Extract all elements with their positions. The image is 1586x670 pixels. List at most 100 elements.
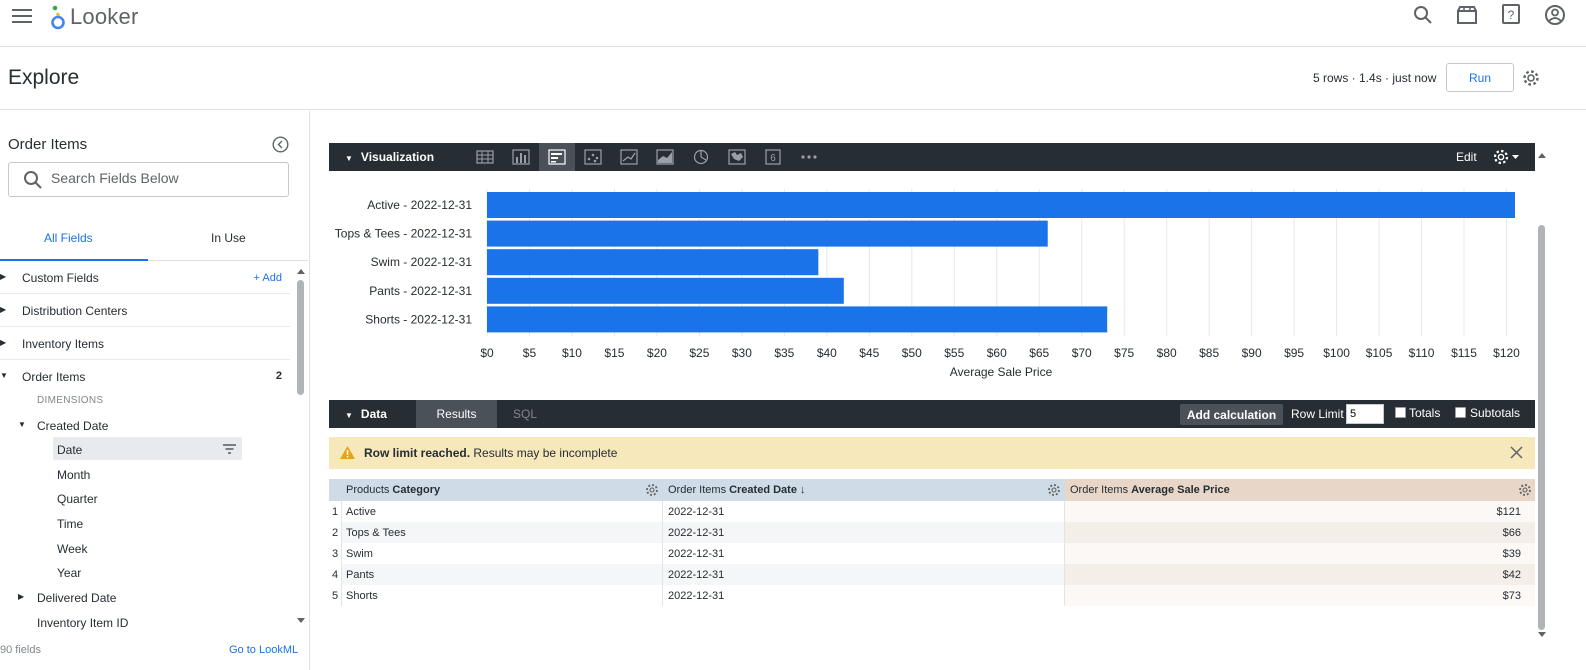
tab-results[interactable]: Results: [416, 400, 497, 428]
row-limit-input[interactable]: [1346, 404, 1384, 424]
column-gear-icon[interactable]: [1047, 483, 1061, 500]
field-time[interactable]: Time: [57, 517, 84, 531]
close-icon[interactable]: [1509, 445, 1524, 465]
field-quarter[interactable]: Quarter: [57, 492, 98, 506]
warning-message: Results may be incomplete: [470, 446, 618, 460]
column-header-category[interactable]: Products Category: [342, 479, 663, 501]
tab-sql[interactable]: SQL: [512, 407, 537, 421]
y-category-label: Tops & Tees - 2022-12-31: [335, 227, 473, 241]
search-icon[interactable]: [1412, 4, 1434, 26]
cell-price[interactable]: $73: [1065, 585, 1535, 606]
bar-chart-svg: $0 $5 $10 $15 $20 $25 $30 $35 $40 $45 $50 $55 $60 $65…: [335, 189, 1520, 379]
app-name: Looker: [70, 4, 139, 29]
column-header-created-date[interactable]: Order Items Created Date ↓: [663, 479, 1065, 501]
field-tabs: All Fields In Use: [0, 223, 308, 261]
cell-price[interactable]: $121: [1065, 501, 1535, 522]
cell-price[interactable]: $39: [1065, 543, 1535, 564]
account-icon[interactable]: [1544, 4, 1566, 26]
edit-visualization-button[interactable]: Edit: [1456, 150, 1477, 164]
tab-in-use[interactable]: In Use: [211, 231, 246, 245]
column-gear-icon[interactable]: [1518, 483, 1532, 500]
field-list-scrollbar[interactable]: [296, 266, 306, 626]
subtotals-checkbox[interactable]: [1455, 407, 1466, 418]
page-title: Explore: [8, 66, 80, 89]
cell-category[interactable]: Shorts: [342, 585, 663, 606]
run-button[interactable]: Run: [1446, 63, 1514, 92]
cell-date[interactable]: 2022-12-31: [663, 501, 1065, 522]
column-header-average-sale-price[interactable]: Order Items Average Sale Price: [1065, 479, 1535, 501]
cell-date[interactable]: 2022-12-31: [663, 543, 1065, 564]
menu-icon[interactable]: [12, 9, 32, 25]
cell-date[interactable]: 2022-12-31: [663, 522, 1065, 543]
marketplace-icon[interactable]: [1456, 4, 1478, 26]
group-inventory-items[interactable]: ▶ Inventory Items: [0, 327, 290, 360]
main-scroll-thumb[interactable]: [1538, 225, 1545, 630]
group-distribution-centers[interactable]: ▶ Distribution Centers: [0, 294, 290, 327]
filter-icon[interactable]: [222, 442, 237, 459]
collapse-panel-icon[interactable]: [272, 136, 289, 158]
group-custom-fields[interactable]: ▶ Custom Fields + Add: [0, 261, 290, 294]
x-tick-label: $55: [944, 346, 964, 360]
bar-chart: $0 $5 $10 $15 $20 $25 $30 $35 $40 $45 $50 $55 $60 $65…: [329, 171, 1535, 387]
table-chart-icon[interactable]: [467, 143, 503, 171]
field-picker: Order Items All Fields In Use ▶ Custom F…: [0, 111, 310, 670]
scatter-chart-icon[interactable]: [575, 143, 611, 171]
tab-all-fields[interactable]: All Fields: [44, 231, 93, 245]
bar[interactable]: [487, 249, 819, 276]
visualization-toggle[interactable]: ▼ Visualization: [345, 150, 435, 164]
cell-category[interactable]: Tops & Tees: [342, 522, 663, 543]
field-date[interactable]: Date: [0, 437, 290, 461]
cell-date[interactable]: 2022-12-31: [663, 564, 1065, 585]
row-limit-warning: Row limit reached. Results may be incomp…: [329, 437, 1535, 469]
main-scrollbar[interactable]: [1537, 150, 1547, 650]
single-value-icon[interactable]: 6: [755, 143, 791, 171]
pie-chart-icon[interactable]: [683, 143, 719, 171]
totals-checkbox[interactable]: [1395, 407, 1406, 418]
bar[interactable]: [487, 306, 1108, 333]
field-month[interactable]: Month: [57, 468, 91, 482]
column-gear-icon[interactable]: [645, 483, 659, 500]
map-chart-icon[interactable]: [719, 143, 755, 171]
x-tick-label: $65: [1029, 346, 1049, 360]
warning-icon: [339, 445, 356, 465]
more-visualizations-icon[interactable]: [791, 143, 827, 171]
totals-label: Totals: [1409, 406, 1441, 420]
cell-price[interactable]: $66: [1065, 522, 1535, 543]
bar-chart-icon[interactable]: [539, 143, 575, 171]
bar[interactable]: [487, 192, 1515, 218]
search-input[interactable]: [51, 170, 271, 186]
y-category-label: Active - 2022-12-31: [367, 198, 472, 212]
group-order-items[interactable]: ▼ Order Items 2: [0, 370, 282, 384]
cell-category[interactable]: Active: [342, 501, 663, 522]
column-chart-icon[interactable]: [503, 143, 539, 171]
expand-icon: ▶: [0, 305, 7, 314]
data-toggle[interactable]: ▼ Data: [345, 407, 387, 421]
bar[interactable]: [487, 220, 1048, 247]
field-week[interactable]: Week: [57, 542, 88, 556]
add-custom-field-link[interactable]: + Add: [253, 272, 282, 284]
dimension-group-created-date[interactable]: ▼ Created Date: [18, 419, 109, 433]
dimension-group-delivered-date[interactable]: ▶ Delivered Date: [18, 591, 117, 605]
cell-category[interactable]: Swim: [342, 543, 663, 564]
x-tick-label: $15: [604, 346, 624, 360]
looker-logo[interactable]: Looker: [50, 2, 138, 32]
line-chart-icon[interactable]: [611, 143, 647, 171]
add-calculation-button[interactable]: Add calculation: [1180, 404, 1283, 425]
svg-text:6: 6: [770, 153, 776, 164]
table-row: 2 Tops & Tees 2022-12-31 $66: [329, 522, 1535, 543]
cell-category[interactable]: Pants: [342, 564, 663, 585]
area-chart-icon[interactable]: [647, 143, 683, 171]
cell-date[interactable]: 2022-12-31: [663, 585, 1065, 606]
bar[interactable]: [487, 277, 844, 304]
svg-text:?: ?: [1508, 8, 1515, 22]
field-inventory-item-id[interactable]: Inventory Item ID: [37, 616, 129, 630]
field-list-scroll-thumb[interactable]: [297, 280, 304, 395]
help-icon[interactable]: ?: [1500, 4, 1522, 26]
viz-settings-gear-icon[interactable]: [1492, 148, 1522, 171]
field-year[interactable]: Year: [57, 566, 82, 580]
settings-gear-icon[interactable]: [1522, 69, 1540, 92]
row-limit-label: Row Limit: [1291, 407, 1344, 421]
go-to-lookml-link[interactable]: Go to LookML: [229, 644, 299, 656]
x-tick-label: $60: [987, 346, 1007, 360]
cell-price[interactable]: $42: [1065, 564, 1535, 585]
